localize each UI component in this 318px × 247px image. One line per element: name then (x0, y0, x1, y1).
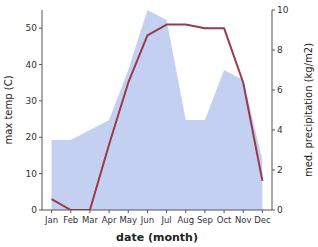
x-tick (89, 210, 90, 213)
x-tick-label: Mar (82, 215, 99, 225)
x-tick (70, 210, 71, 213)
x-tick (51, 210, 52, 213)
x-tick-label: Feb (63, 215, 78, 225)
y2-tick-label: 8 (277, 45, 283, 55)
x-tick-label: May (119, 215, 137, 225)
x-tick-label: Nov (235, 215, 252, 225)
x-tick-label: Oct (217, 215, 232, 225)
x-axis-label: date (month) (116, 231, 198, 244)
chart: 0 10 20 30 40 50 0 2 4 6 8 10 Jan Feb MarAprMayJun Jul A… (0, 0, 318, 247)
y2-tick-label: 6 (277, 85, 283, 95)
y-axis-line (42, 10, 43, 210)
y2-tick-label: 10 (277, 5, 289, 15)
x-tick-label: Jan (44, 215, 58, 225)
x-tick (185, 210, 186, 213)
y-tick-label: 40 (26, 60, 38, 70)
x-tick (128, 210, 129, 213)
x-tick (243, 210, 244, 213)
x-axis-line (42, 210, 272, 211)
y2-tick-label: 4 (277, 125, 283, 135)
line (52, 25, 263, 210)
x-tick (204, 210, 205, 213)
area (52, 10, 263, 210)
y2-axis-label: med. precipitation (kg/m2) (303, 43, 314, 177)
y-tick (39, 210, 42, 211)
y2-tick (272, 50, 275, 51)
y-axis-label: max temp (C) (3, 75, 14, 144)
y-tick-label: 0 (31, 205, 37, 215)
y2-tick-label: 0 (277, 205, 283, 215)
y-tick (39, 28, 42, 29)
chart-container: 0 10 20 30 40 50 0 2 4 6 8 10 Jan Feb MarAprMayJun Jul A… (0, 0, 318, 247)
y2-tick (272, 10, 275, 11)
x-tick (224, 210, 225, 213)
x-tick (262, 210, 263, 213)
y2-tick (272, 210, 275, 211)
y-tick-label: 50 (26, 23, 38, 33)
y-tick (39, 64, 42, 65)
x-tick-label: Jun (140, 215, 154, 225)
x-tick-label: Jul (160, 215, 171, 225)
plot-data (52, 10, 263, 210)
x-tick (147, 210, 148, 213)
y-tick-label: 30 (26, 96, 38, 106)
y-tick-label: 10 (26, 169, 38, 179)
y-tick (39, 173, 42, 174)
y2-tick-label: 2 (277, 165, 283, 175)
y-tick (39, 100, 42, 101)
y2-tick (272, 90, 275, 91)
y2-tick (272, 170, 275, 171)
x-tick-label: Sep (197, 215, 213, 225)
y2-tick (272, 130, 275, 131)
y2-axis-line (272, 10, 273, 210)
y-tick-label: 20 (26, 132, 38, 142)
x-tick (166, 210, 167, 213)
x-tick-label: Dec (254, 215, 271, 225)
x-tick-label: Apr (102, 215, 117, 225)
x-tick (109, 210, 110, 213)
y-tick (39, 137, 42, 138)
x-tick-label: Aug (177, 215, 194, 225)
